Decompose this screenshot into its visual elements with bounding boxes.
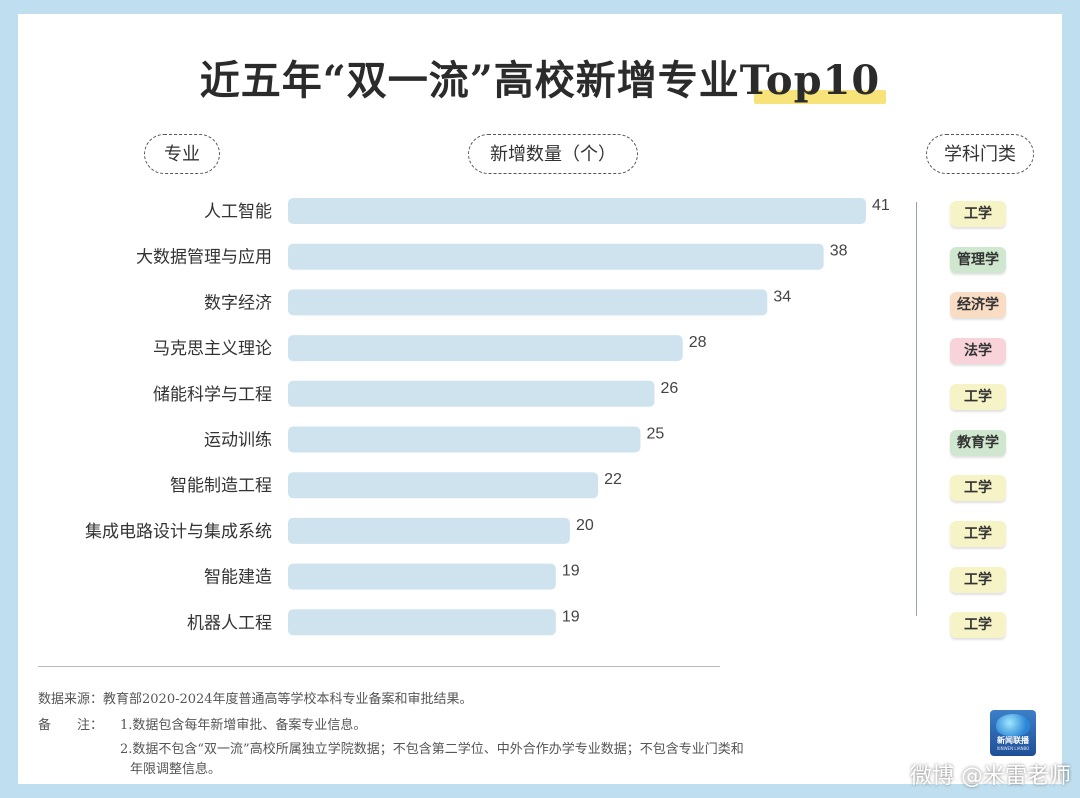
value-label: 26 xyxy=(661,380,679,397)
category-label: 集成电路设计与集成系统 xyxy=(85,522,272,542)
page-title: 近五年“双一流”高校新增专业Top10 xyxy=(199,48,887,106)
category-badge: 管理学 xyxy=(950,246,1006,273)
notes-divider xyxy=(38,666,720,667)
header-major: 专业 xyxy=(144,134,220,174)
xinwen-lianbo-logo: 新闻联播 XINWEN LIANBO xyxy=(990,710,1036,756)
category-label: 储能科学与工程 xyxy=(153,385,272,405)
page-title-text: 近五年“双一流”高校新增专业Top10 xyxy=(199,57,881,104)
bar xyxy=(288,517,570,544)
header-category: 学科门类 xyxy=(926,134,1034,174)
value-label: 34 xyxy=(773,288,791,305)
category-badge: 经济学 xyxy=(950,292,1006,319)
category-label: 智能建造 xyxy=(204,568,272,588)
bar-chart: 人工智能 41 大数据管理与应用 38 数字经济 34 马克思主义理论 28 储能科学与工程 26… xyxy=(85,197,890,636)
category-badge: 工学 xyxy=(950,520,1006,547)
category-badge: 法学 xyxy=(950,338,1006,365)
category-label: 马克思主义理论 xyxy=(153,339,272,359)
value-label: 28 xyxy=(689,334,707,351)
category-badge: 工学 xyxy=(950,383,1006,410)
remark-label: 备 注： xyxy=(38,718,104,733)
category-label: 机器人工程 xyxy=(187,613,272,633)
infographic-card: 近五年“双一流”高校新增专业Top10 专业 新增数量（个） 学科门类 人工智能… xyxy=(18,14,1062,784)
value-label: 41 xyxy=(872,197,890,214)
category-badge: 工学 xyxy=(950,612,1006,639)
watermark: 微博 @米雷老师 xyxy=(910,764,1071,789)
bar xyxy=(288,609,556,636)
category-divider xyxy=(916,202,917,616)
remark-2: 2.数据不包含“双一流”高校所属独立学院数据；不包含第二学位、中外合作办学专业数… xyxy=(120,742,744,757)
globe-icon xyxy=(996,714,1030,736)
value-label: 38 xyxy=(830,243,848,260)
category-badge: 教育学 xyxy=(950,429,1006,456)
category-badge: 工学 xyxy=(950,201,1006,227)
header-count: 新增数量（个） xyxy=(468,134,638,174)
bar xyxy=(288,289,768,316)
category-label: 大数据管理与应用 xyxy=(136,248,272,268)
bar xyxy=(288,563,556,590)
bar xyxy=(288,472,599,499)
logo-subtext: XINWEN LIANBO xyxy=(996,746,1030,751)
value-label: 19 xyxy=(562,608,580,625)
remark-1: 1.数据包含每年新增审批、备案专业信息。 xyxy=(120,718,367,733)
title-highlight xyxy=(754,90,887,104)
value-label: 20 xyxy=(576,517,594,534)
category-badge: 工学 xyxy=(950,475,1006,502)
value-label: 22 xyxy=(604,471,622,488)
bar xyxy=(288,426,641,453)
category-label: 运动训练 xyxy=(204,431,272,451)
bar xyxy=(288,243,824,270)
value-label: 25 xyxy=(646,426,664,443)
category-label: 智能制造工程 xyxy=(170,476,272,496)
category-label: 数字经济 xyxy=(204,293,272,313)
category-label: 人工智能 xyxy=(204,202,272,222)
value-label: 19 xyxy=(562,563,580,580)
title-area: 近五年“双一流”高校新增专业Top10 xyxy=(18,48,1062,106)
category-badge: 工学 xyxy=(950,566,1006,593)
bar xyxy=(288,335,683,362)
remark-3: 年限调整信息。 xyxy=(130,762,222,777)
data-source-note: 数据来源：教育部2020-2024年度普通高等学校本科专业备案和审批结果。 xyxy=(38,692,473,707)
bar xyxy=(288,198,866,224)
bar xyxy=(288,380,655,407)
logo-text: 新闻联播 xyxy=(997,736,1029,745)
